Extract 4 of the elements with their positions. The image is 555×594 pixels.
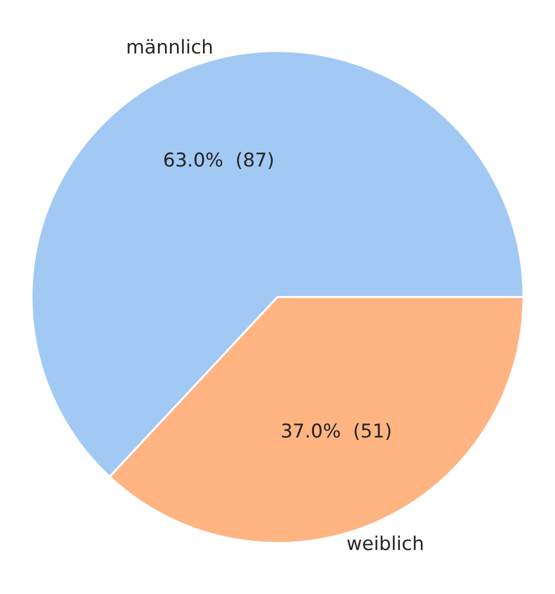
data-label: 63.0% (87) xyxy=(162,150,274,172)
slice-label: männlich xyxy=(126,36,214,59)
data-label: 37.0% (51) xyxy=(280,420,392,442)
slice-label: weiblich xyxy=(346,533,424,556)
